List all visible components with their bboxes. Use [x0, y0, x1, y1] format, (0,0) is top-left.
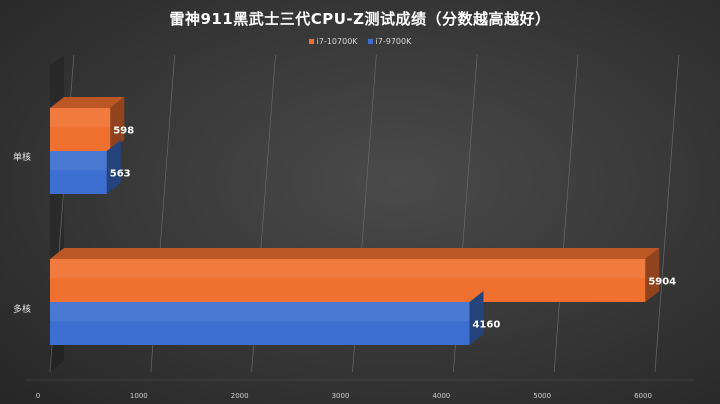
gridline [654, 54, 680, 373]
x-tick-label: 6000 [634, 392, 652, 400]
bar-top-face [50, 97, 125, 108]
data-label: 598 [113, 126, 134, 137]
x-tick-label: 4000 [432, 392, 450, 400]
legend-swatch-blue [367, 39, 373, 44]
legend-label: i7-9700K [375, 37, 412, 46]
legend-label: i7-10700K [316, 37, 358, 46]
legend-item-i7-10700k: i7-10700K [308, 37, 358, 46]
x-tick-label: 3000 [332, 392, 350, 400]
x-tick-label: 5000 [533, 392, 551, 400]
data-label: 563 [110, 169, 131, 180]
bar-top-face [50, 248, 660, 259]
x-tick-label: 0 [36, 392, 40, 400]
chart-title: 雷神911黑武士三代CPU-Z测试成绩（分数越高越好） [169, 10, 551, 28]
category-label: 单核 [13, 151, 31, 163]
legend-item-i7-9700k: i7-9700K [367, 37, 412, 46]
bar-i7-10700K-单核 [50, 108, 111, 151]
bar-end-face [106, 140, 121, 194]
data-label: 5904 [648, 277, 676, 288]
bar-i7-9700K-多核 [50, 302, 470, 345]
x-tick-label: 1000 [130, 392, 148, 400]
bar-highlight [50, 259, 646, 279]
data-label: 4160 [472, 320, 500, 331]
bar-end-face [645, 248, 660, 302]
bar-highlight [50, 302, 470, 322]
bar-end-face [110, 97, 125, 151]
legend-swatch-orange [308, 39, 314, 44]
gridline [553, 54, 579, 373]
x-tick-label: 2000 [231, 392, 249, 400]
bar-i7-9700K-单核 [50, 151, 107, 194]
bar-i7-10700K-多核 [50, 259, 646, 302]
category-label: 多核 [13, 303, 31, 315]
bar-end-face [469, 291, 484, 345]
bar-highlight [50, 108, 111, 128]
legend: i7-10700K i7-9700K [0, 37, 720, 46]
bar-highlight [50, 151, 107, 171]
